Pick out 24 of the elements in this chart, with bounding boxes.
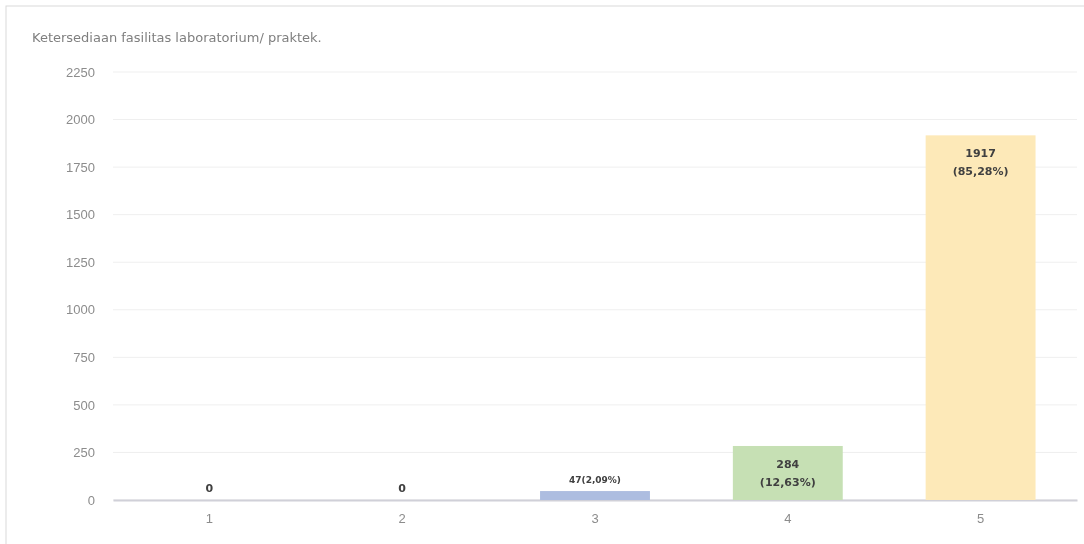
y-tick-label: 1750 [66, 159, 95, 175]
y-tick-label: 250 [73, 445, 95, 461]
bar [540, 491, 650, 500]
y-tick-label: 750 [73, 349, 95, 365]
x-tick-label: 1 [205, 511, 214, 527]
data-label: 0 [205, 482, 214, 495]
data-label: 0 [398, 482, 407, 495]
y-tick-label: 2000 [66, 112, 95, 128]
x-tick-label: 3 [591, 511, 599, 527]
data-label: 47(2,09%) [569, 475, 621, 486]
y-tick-label: 1500 [66, 207, 95, 223]
y-tick-label: 500 [73, 397, 95, 413]
y-tick-label: 2250 [66, 64, 95, 80]
data-label: 284 (12,63%) [759, 457, 816, 489]
data-label: 1917 (85,28%) [952, 147, 1009, 179]
y-tick-label: 1000 [66, 302, 95, 318]
y-tick-label: 0 [87, 492, 95, 508]
x-tick-label: 5 [976, 511, 985, 527]
bar [732, 445, 843, 500]
bar [925, 135, 1036, 500]
chart-title: Ketersediaan fasilitas laboratorium/ praktek. [32, 30, 322, 45]
x-tick-label: 2 [398, 511, 406, 527]
y-tick-label: 1250 [66, 254, 95, 270]
x-tick-label: 4 [784, 511, 792, 527]
